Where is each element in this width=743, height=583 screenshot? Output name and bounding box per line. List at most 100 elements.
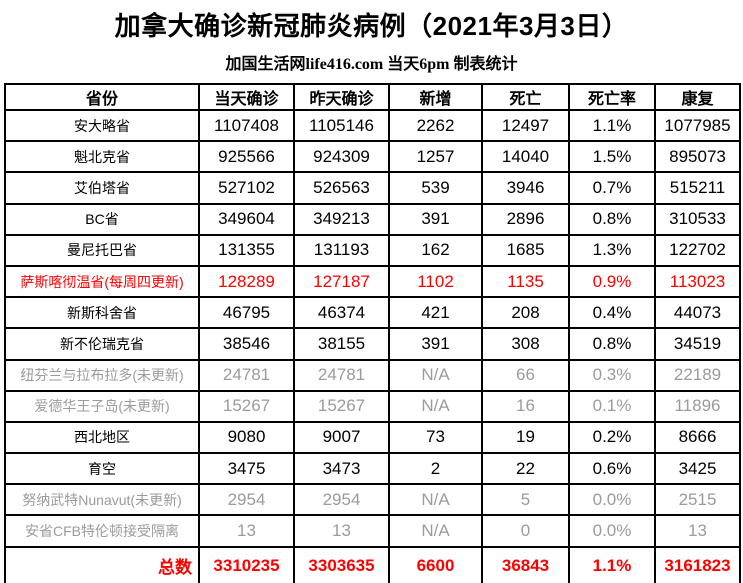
cell-deaths: 308 <box>481 327 570 361</box>
cell-recovered: 1077985 <box>654 108 741 143</box>
row-saskatchewan: 萨斯喀彻温省(每周四更新) 128289 127187 1102 1135 0.… <box>4 264 741 299</box>
cell-today-confirmed: 2954 <box>198 483 295 517</box>
cell-today-confirmed: 3310235 <box>198 545 295 583</box>
cell-recovered: 113023 <box>654 264 741 299</box>
cell-today-confirmed: 46795 <box>198 296 295 330</box>
cell-yesterday-confirmed: 127187 <box>293 264 390 299</box>
cell-death-rate: 0.8% <box>568 202 656 236</box>
cell-province: 育空 <box>4 452 200 486</box>
cell-recovered: 2515 <box>654 483 741 517</box>
row-manitoba: 曼尼托巴省 131355 131193 162 1685 1.3% 122702 <box>4 233 741 267</box>
col-header-death-rate: 死亡率 <box>568 83 656 111</box>
cell-deaths: 3946 <box>481 171 570 205</box>
cell-new-cases: N/A <box>388 483 483 517</box>
row-yukon: 育空 3475 3473 2 22 0.6% 3425 <box>4 452 741 486</box>
cell-deaths: 12497 <box>481 108 570 143</box>
cell-death-rate: 0.2% <box>568 420 656 455</box>
cell-new-cases: 421 <box>388 296 483 330</box>
cell-today-confirmed: 15267 <box>198 389 295 423</box>
cell-death-rate: 0.4% <box>568 296 656 330</box>
col-header-deaths: 死亡 <box>481 83 570 111</box>
cell-death-rate: 0.9% <box>568 264 656 299</box>
cell-province: 安大略省 <box>4 108 200 143</box>
cell-recovered: 3425 <box>654 452 741 486</box>
cell-death-rate: 0.0% <box>568 514 656 548</box>
cell-new-cases: 2262 <box>388 108 483 143</box>
cell-deaths: 16 <box>481 389 570 423</box>
cell-recovered: 8666 <box>654 420 741 455</box>
table-header-row: 省份 当天确诊 昨天确诊 新增 死亡 死亡率 康复 <box>4 83 741 111</box>
cell-province: 曼尼托巴省 <box>4 233 200 267</box>
row-quebec: 魁北克省 925566 924309 1257 14040 1.5% 89507… <box>4 140 741 174</box>
cell-today-confirmed: 527102 <box>198 171 295 205</box>
cell-yesterday-confirmed: 13 <box>293 514 390 548</box>
cell-death-rate: 0.0% <box>568 483 656 517</box>
cell-death-rate: 1.5% <box>568 140 656 174</box>
cell-province: 魁北克省 <box>4 140 200 174</box>
row-bc: BC省 349604 349213 391 2896 0.8% 310533 <box>4 202 741 236</box>
cell-deaths: 1685 <box>481 233 570 267</box>
cell-today-confirmed: 13 <box>198 514 295 548</box>
cell-new-cases: N/A <box>388 358 483 392</box>
cell-yesterday-confirmed: 2954 <box>293 483 390 517</box>
cell-province: 萨斯喀彻温省(每周四更新) <box>4 264 200 299</box>
cell-recovered: 122702 <box>654 233 741 267</box>
cell-recovered: 895073 <box>654 140 741 174</box>
cell-death-rate: 1.1% <box>568 108 656 143</box>
col-header-province: 省份 <box>4 83 200 111</box>
cell-recovered: 11896 <box>654 389 741 423</box>
cell-new-cases: 162 <box>388 233 483 267</box>
row-total: 总数 3310235 3303635 6600 36843 1.1% 31618… <box>4 545 741 583</box>
cell-today-confirmed: 3475 <box>198 452 295 486</box>
row-nunavut: 努纳武特Nunavut(未更新) 2954 2954 N/A 5 0.0% 25… <box>4 483 741 517</box>
row-newfoundland-labrador: 纽芬兰与拉布拉多(未更新) 24781 24781 N/A 66 0.3% 22… <box>4 358 741 392</box>
cell-recovered: 44073 <box>654 296 741 330</box>
cell-province: 努纳武特Nunavut(未更新) <box>4 483 200 517</box>
cell-deaths: 14040 <box>481 140 570 174</box>
col-header-new-cases: 新增 <box>388 83 483 111</box>
row-pei: 爱德华王子岛(未更新) 15267 15267 N/A 16 0.1% 1189… <box>4 389 741 423</box>
row-northwest-territories: 西北地区 9080 9007 73 19 0.2% 8666 <box>4 420 741 455</box>
cell-recovered: 34519 <box>654 327 741 361</box>
cell-province: 纽芬兰与拉布拉多(未更新) <box>4 358 200 392</box>
cell-yesterday-confirmed: 46374 <box>293 296 390 330</box>
row-alberta: 艾伯塔省 527102 526563 539 3946 0.7% 515211 <box>4 171 741 205</box>
cell-province: 西北地区 <box>4 420 200 455</box>
cell-yesterday-confirmed: 9007 <box>293 420 390 455</box>
cell-death-rate: 0.3% <box>568 358 656 392</box>
row-cfb-trenton: 安省CFB特伦顿接受隔离 13 13 N/A 0 0.0% 13 <box>4 514 741 548</box>
cell-deaths: 19 <box>481 420 570 455</box>
cell-new-cases: 1257 <box>388 140 483 174</box>
cell-deaths: 66 <box>481 358 570 392</box>
cell-yesterday-confirmed: 15267 <box>293 389 390 423</box>
cell-today-confirmed: 128289 <box>198 264 295 299</box>
row-new-brunswick: 新不伦瑞克省 38546 38155 391 308 0.8% 34519 <box>4 327 741 361</box>
covid-stats-table: 省份 当天确诊 昨天确诊 新增 死亡 死亡率 康复 安大略省 1107408 1… <box>4 83 741 583</box>
cell-new-cases: 539 <box>388 171 483 205</box>
cell-deaths: 208 <box>481 296 570 330</box>
cell-new-cases: 6600 <box>388 545 483 583</box>
row-nova-scotia: 新斯科舍省 46795 46374 421 208 0.4% 44073 <box>4 296 741 330</box>
cell-today-confirmed: 925566 <box>198 140 295 174</box>
cell-yesterday-confirmed: 38155 <box>293 327 390 361</box>
cell-province: 新不伦瑞克省 <box>4 327 200 361</box>
cell-new-cases: 73 <box>388 420 483 455</box>
cell-today-confirmed: 1107408 <box>198 108 295 143</box>
cell-total-label: 总数 <box>4 545 200 583</box>
cell-death-rate: 0.1% <box>568 389 656 423</box>
cell-new-cases: 391 <box>388 327 483 361</box>
cell-new-cases: N/A <box>388 514 483 548</box>
cell-today-confirmed: 9080 <box>198 420 295 455</box>
cell-yesterday-confirmed: 24781 <box>293 358 390 392</box>
cell-deaths: 1135 <box>481 264 570 299</box>
cell-deaths: 0 <box>481 514 570 548</box>
page-subtitle: 加国生活网life416.com 当天6pm 制表统计 <box>225 56 518 73</box>
cell-yesterday-confirmed: 3303635 <box>293 545 390 583</box>
cell-new-cases: 2 <box>388 452 483 486</box>
cell-deaths: 2896 <box>481 202 570 236</box>
cell-recovered: 3161823 <box>654 545 741 583</box>
page-title: 加拿大确诊新冠肺炎病例（2021年3月3日） <box>114 11 629 41</box>
cell-recovered: 13 <box>654 514 741 548</box>
cell-province: 安省CFB特伦顿接受隔离 <box>4 514 200 548</box>
cell-today-confirmed: 131355 <box>198 233 295 267</box>
